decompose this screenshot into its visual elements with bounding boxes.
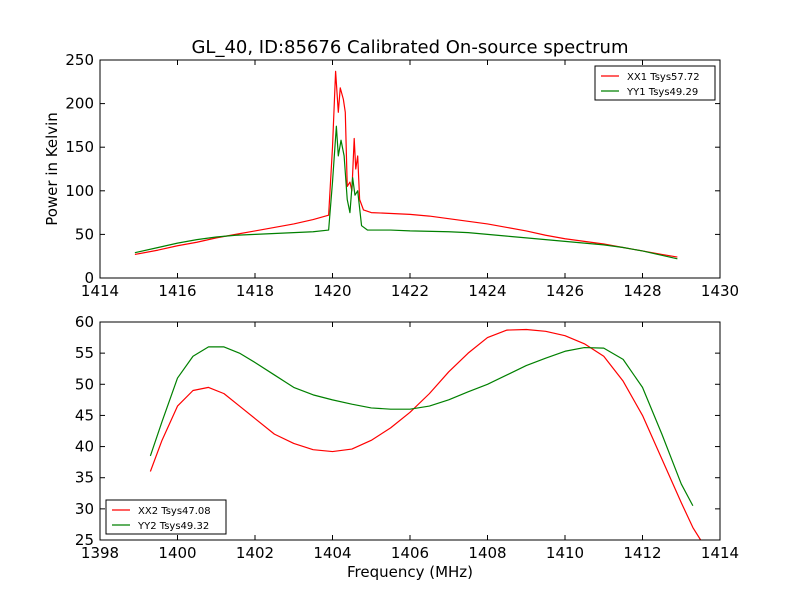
y-tick-label: 60 <box>75 313 94 331</box>
y-tick-label: 50 <box>75 375 94 393</box>
series-line-1-1 <box>134 70 678 258</box>
x-tick-label: 1428 <box>623 282 661 300</box>
x-tick-label: 1402 <box>236 544 274 562</box>
x-tick-label: 1398 <box>81 544 119 562</box>
x-tick-label: 1414 <box>701 544 739 562</box>
legend: XX1 Tsys57.72 YY1 Tsys49.29 <box>594 65 716 101</box>
legend-label: YY2 Tsys49.32 <box>137 521 209 532</box>
y-tick-label: 40 <box>75 438 94 456</box>
x-tick-label: 1412 <box>623 544 661 562</box>
top-y-axis-label: Power in Kelvin <box>43 112 61 226</box>
bottom-x-axis-label: Frequency (MHz) <box>347 563 473 581</box>
legend-label: XX1 Tsys57.72 <box>627 72 700 83</box>
y-tick-label: 150 <box>65 138 94 156</box>
y-tick-label: 100 <box>65 182 94 200</box>
x-tick-label: 1424 <box>468 282 506 300</box>
legend-box <box>594 65 716 101</box>
series-line-2-1 <box>149 328 702 540</box>
x-tick-label: 1418 <box>236 282 274 300</box>
x-tick-label: 1430 <box>701 282 739 300</box>
y-tick-label: 45 <box>75 406 94 424</box>
x-tick-label: 1420 <box>313 282 351 300</box>
y-tick-label: 25 <box>75 531 94 549</box>
legend-box <box>105 499 227 535</box>
y-tick-label: 200 <box>65 95 94 113</box>
legend-label: YY1 Tsys49.29 <box>626 87 698 98</box>
y-tick-label: 50 <box>75 225 94 243</box>
legend: XX2 Tsys47.08 YY2 Tsys49.32 <box>105 499 227 535</box>
chart-title: GL_40, ID:85676 Calibrated On-source spe… <box>191 37 628 58</box>
x-tick-label: 1400 <box>158 544 196 562</box>
x-tick-label: 1408 <box>468 544 506 562</box>
series-line-2-2 <box>149 346 694 507</box>
x-tick-label: 1410 <box>546 544 584 562</box>
x-tick-label: 1404 <box>313 544 351 562</box>
x-tick-label: 1416 <box>158 282 196 300</box>
y-tick-label: 30 <box>75 500 94 518</box>
y-tick-label: 0 <box>84 269 94 287</box>
top-plot: 1414 1416 1418 1420 1422 1424 1426 1428 1430 0 50 1… <box>65 51 739 300</box>
y-tick-label: 55 <box>75 344 94 362</box>
x-tick-label: 1406 <box>391 544 429 562</box>
x-tick-label: 1414 <box>81 282 119 300</box>
legend-label: XX2 Tsys47.08 <box>138 506 211 517</box>
series-line-1-2 <box>134 125 678 260</box>
y-tick-label: 35 <box>75 469 94 487</box>
x-tick-label: 1422 <box>391 282 429 300</box>
bottom-plot: 1398 1400 1402 1404 1406 1408 1410 1412 1414 25 30… <box>75 313 739 562</box>
x-tick-label: 1426 <box>546 282 584 300</box>
y-tick-label: 250 <box>65 51 94 69</box>
